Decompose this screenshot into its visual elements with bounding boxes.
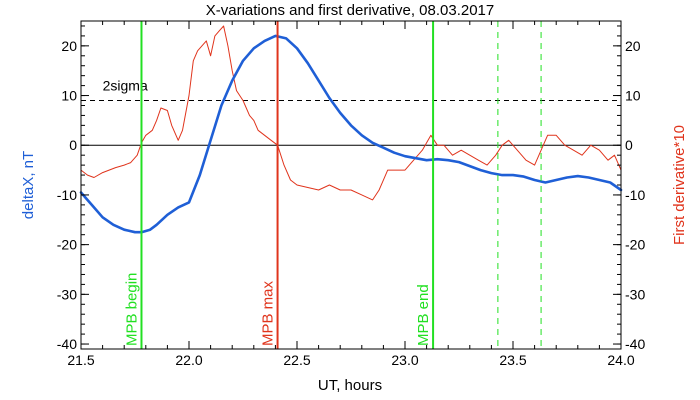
y-tick-label-right: -30 bbox=[625, 286, 645, 302]
y-tick-label-left: -20 bbox=[57, 237, 77, 253]
marker-label-mpb-begin: MPB begin bbox=[123, 273, 140, 346]
x-tick-label: 22.0 bbox=[175, 352, 202, 368]
y-tick-label-left: -30 bbox=[57, 286, 77, 302]
marker-label-mpb-end: MPB end bbox=[415, 284, 432, 346]
chart-title: X-variations and first derivative, 08.03… bbox=[206, 2, 495, 19]
x-tick-label: 23.0 bbox=[391, 352, 418, 368]
y-tick-label-right: 10 bbox=[625, 88, 641, 104]
y-tick-label-right: 20 bbox=[625, 38, 641, 54]
y-axis-title-left: deltaX, nT bbox=[20, 151, 37, 219]
x-axis-title: UT, hours bbox=[318, 377, 382, 394]
plot-layer: MPB begin MPB max MPB end 21.5 22.0 22.5 23.0 2… bbox=[57, 20, 645, 368]
x-tick-label: 23.5 bbox=[499, 352, 526, 368]
y-tick-label-left: -40 bbox=[57, 336, 77, 352]
threshold-label: 2sigma bbox=[103, 78, 148, 94]
x-tick-label: 22.5 bbox=[283, 352, 310, 368]
y-tick-label-left: 0 bbox=[69, 137, 77, 153]
x-tick-label: 24.0 bbox=[607, 352, 634, 368]
y-tick-label-right: -20 bbox=[625, 237, 645, 253]
y-tick-label-right: -10 bbox=[625, 187, 645, 203]
y-tick-label-right: 0 bbox=[625, 137, 633, 153]
derivative-line bbox=[80, 25, 622, 201]
x-tick-label: 21.5 bbox=[67, 352, 94, 368]
plot-frame bbox=[80, 20, 622, 350]
marker-label-mpb-max: MPB max bbox=[260, 280, 277, 346]
y-tick-label-left: 20 bbox=[61, 38, 77, 54]
y-tick-label-left: -10 bbox=[57, 187, 77, 203]
deltax-line bbox=[79, 34, 623, 234]
y-axis-title-right: First derivative*10 bbox=[671, 125, 688, 245]
y-tick-label-left: 10 bbox=[61, 88, 77, 104]
y-tick-label-right: -40 bbox=[625, 336, 645, 352]
